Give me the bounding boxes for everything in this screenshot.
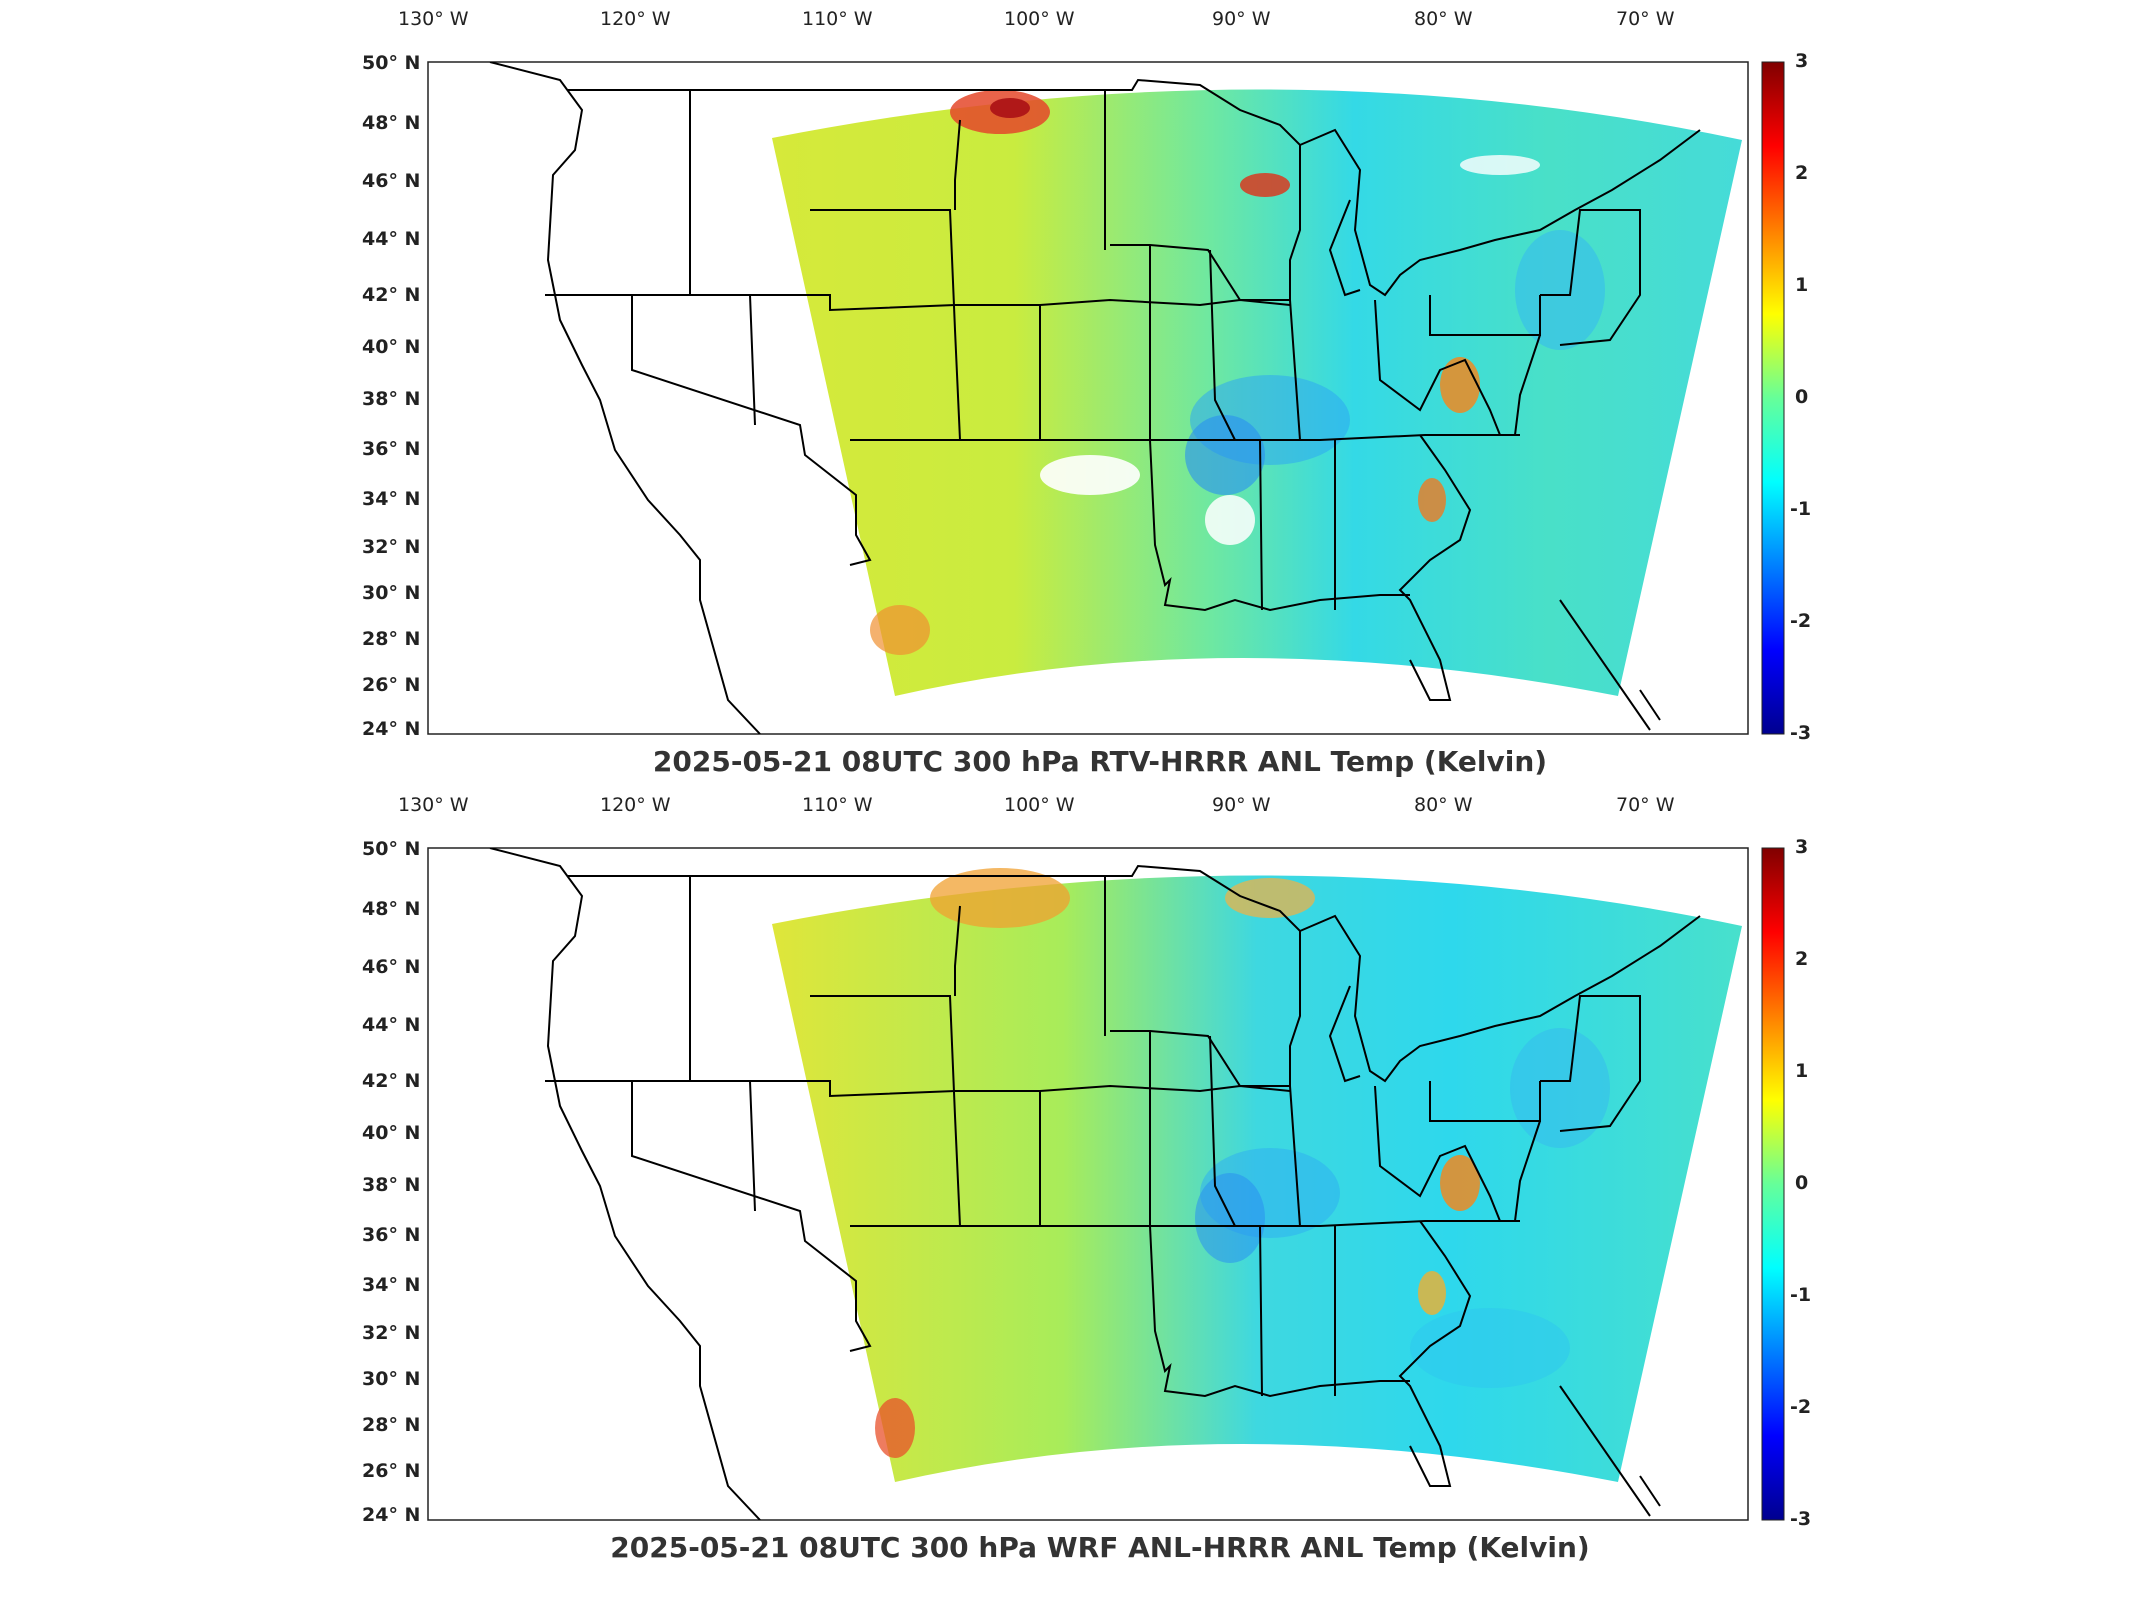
- lat-label: 44° N: [362, 1014, 421, 1036]
- colorbar-tick-label: -2: [1790, 610, 1812, 632]
- colorbar-tick-label: -1: [1790, 498, 1812, 520]
- lat-label: 42° N: [362, 1070, 421, 1092]
- cold-anomaly: [1515, 230, 1605, 350]
- lat-label: 26° N: [362, 674, 421, 696]
- lat-label: 48° N: [362, 112, 421, 134]
- lat-label: 32° N: [362, 536, 421, 558]
- lat-label: 40° N: [362, 1122, 421, 1144]
- map-title: 2025-05-21 08UTC 300 hPa WRF ANL-HRRR AN…: [610, 1531, 1590, 1564]
- colorbar-tick-label: -1: [1790, 1284, 1812, 1306]
- warm-anomaly: [1440, 1155, 1480, 1211]
- cold-anomaly: [1510, 1028, 1610, 1148]
- warm-anomaly: [930, 868, 1070, 928]
- lon-label: 80° W: [1414, 8, 1473, 30]
- lon-label: 100° W: [1004, 794, 1075, 816]
- colorbar-tick-label: -3: [1790, 1508, 1812, 1530]
- lat-label: 36° N: [362, 438, 421, 460]
- lon-label: 120° W: [600, 794, 671, 816]
- colorbar-tick-label: -2: [1790, 1396, 1812, 1418]
- warm-anomaly: [1418, 1271, 1446, 1315]
- missing-data-patch: [1205, 495, 1255, 545]
- lat-label: 34° N: [362, 1274, 421, 1296]
- warm-anomaly: [990, 98, 1030, 118]
- lon-label: 100° W: [1004, 8, 1075, 30]
- lat-label: 34° N: [362, 488, 421, 510]
- lat-label: 26° N: [362, 1460, 421, 1482]
- state-and-coastline-borders: [489, 848, 1701, 1520]
- map-panel-top: 130° W 120° W 110° W 100° W 90° W 80° W …: [362, 8, 1812, 778]
- lat-label: 32° N: [362, 1322, 421, 1344]
- colorbar-tick-label: 3: [1795, 836, 1809, 858]
- lat-label: 28° N: [362, 1414, 421, 1436]
- lat-label: 40° N: [362, 336, 421, 358]
- colorbar: [1761, 61, 1785, 735]
- colorbar-tick-label: 0: [1795, 1172, 1809, 1194]
- missing-data-patch: [1040, 455, 1140, 495]
- lat-label: 50° N: [362, 52, 421, 74]
- warm-anomaly: [870, 605, 930, 655]
- map-figure-bottom: [427, 847, 1785, 1521]
- lon-label: 70° W: [1616, 8, 1675, 30]
- warm-anomaly: [1418, 478, 1446, 522]
- colorbar-tick-label: 2: [1795, 162, 1809, 184]
- lon-label: 130° W: [398, 8, 469, 30]
- lat-label: 24° N: [362, 1504, 421, 1526]
- lat-label: 48° N: [362, 898, 421, 920]
- colorbar-tick-label: 0: [1795, 386, 1809, 408]
- warm-anomaly: [1440, 357, 1480, 413]
- warm-anomaly: [1240, 173, 1290, 197]
- map-figure-top: [427, 61, 1785, 735]
- lat-label: 42° N: [362, 284, 421, 306]
- lat-label: 44° N: [362, 228, 421, 250]
- colorbar-tick-label: 1: [1795, 1060, 1809, 1082]
- colorbar: [1761, 847, 1785, 1521]
- warm-anomaly: [1225, 878, 1315, 918]
- lon-label: 70° W: [1616, 794, 1675, 816]
- lat-label: 38° N: [362, 1174, 421, 1196]
- lon-label: 80° W: [1414, 794, 1473, 816]
- state-and-coastline-borders: [489, 62, 1701, 734]
- lat-label: 46° N: [362, 170, 421, 192]
- cold-anomaly: [1185, 415, 1265, 495]
- colorbar-tick-label: 3: [1795, 50, 1809, 72]
- lon-label: 90° W: [1212, 8, 1271, 30]
- lat-label: 50° N: [362, 838, 421, 860]
- lat-label: 30° N: [362, 1368, 421, 1390]
- lat-label: 46° N: [362, 956, 421, 978]
- lon-label: 90° W: [1212, 794, 1271, 816]
- colorbar-tick-label: 1: [1795, 274, 1809, 296]
- cold-anomaly: [1410, 1308, 1570, 1388]
- warm-anomaly: [875, 1398, 915, 1458]
- lon-label: 120° W: [600, 8, 671, 30]
- lat-label: 30° N: [362, 582, 421, 604]
- lon-label: 110° W: [802, 794, 873, 816]
- map-title: 2025-05-21 08UTC 300 hPa RTV-HRRR ANL Te…: [652, 745, 1548, 778]
- lon-label: 110° W: [802, 8, 873, 30]
- map-panel-bottom: 130° W 120° W 110° W 100° W 90° W 80° W …: [0, 788, 2133, 1600]
- colorbar-tick-label: -3: [1790, 722, 1812, 744]
- colorbar-tick-label: 2: [1795, 948, 1809, 970]
- lon-label: 130° W: [398, 794, 469, 816]
- missing-data-patch: [1460, 155, 1540, 175]
- lat-label: 28° N: [362, 628, 421, 650]
- lat-label: 24° N: [362, 718, 421, 740]
- lat-label: 36° N: [362, 1224, 421, 1246]
- lat-label: 38° N: [362, 388, 421, 410]
